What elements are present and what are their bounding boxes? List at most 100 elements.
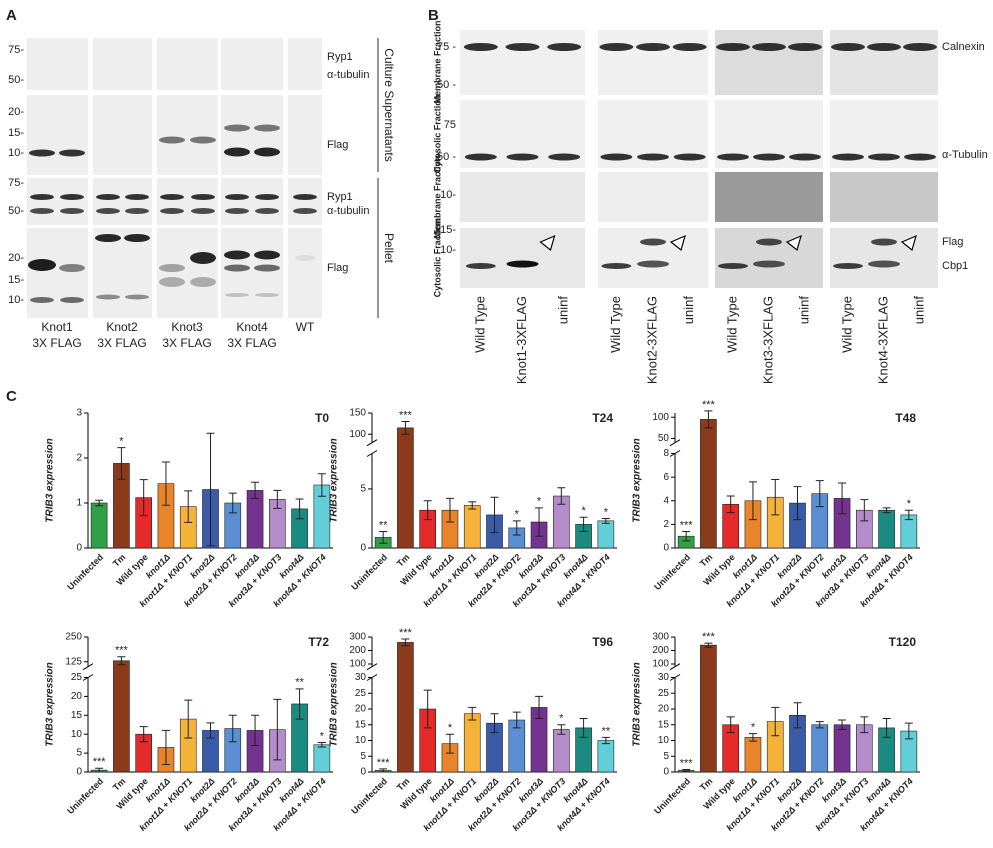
- blot-band: [637, 260, 669, 268]
- chart-title: T0: [315, 411, 329, 425]
- bar: [463, 713, 481, 773]
- blot-band: [224, 264, 250, 272]
- error-bar: [838, 719, 847, 730]
- blot-band: [255, 208, 279, 214]
- significance: *: [448, 722, 453, 734]
- bar: [744, 737, 762, 773]
- lane-label: uninf: [796, 296, 811, 325]
- chart-title: T48: [895, 411, 916, 425]
- y-tick-label: 100: [652, 659, 669, 670]
- chart-title: T24: [592, 411, 613, 425]
- error-bar: [793, 486, 802, 521]
- error-bar: [490, 496, 499, 534]
- blot-band: [60, 208, 84, 214]
- y-tick-label: 15: [658, 719, 670, 730]
- y-axis-label: TRIB3 expression: [329, 438, 340, 522]
- marker-label: 20-: [8, 106, 24, 118]
- chart-title: T120: [889, 635, 917, 649]
- blot-panel: [830, 228, 938, 288]
- blot-band: [903, 43, 937, 51]
- blot-band: [224, 147, 250, 157]
- y-tick-label: 250: [65, 632, 82, 643]
- blot-band: [190, 277, 216, 287]
- error-bar: [423, 500, 432, 521]
- y-tick-label: 0: [76, 543, 82, 554]
- blot-band: [640, 238, 666, 246]
- error-bar: [512, 711, 521, 729]
- error-bar: [251, 714, 260, 747]
- blot-band: [254, 264, 280, 272]
- error-bar: [882, 507, 891, 514]
- blot-panel: [598, 30, 708, 95]
- y-tick-label: 0: [360, 543, 366, 554]
- significance: *: [604, 506, 609, 518]
- blot-band: [547, 43, 582, 51]
- blot-panel: [288, 178, 322, 225]
- y-tick-label: 5: [360, 484, 366, 495]
- error-bar: [512, 520, 521, 536]
- error-bar: [904, 509, 913, 521]
- error-bar: [117, 656, 126, 666]
- marker-label: 50 -: [437, 79, 456, 91]
- error-bar: [161, 461, 170, 506]
- blot-panel: [221, 178, 283, 225]
- row-label: Membrane Fraction: [432, 20, 442, 103]
- lane-label: uninf: [911, 296, 926, 325]
- blot-band: [636, 43, 670, 51]
- section-label: Pellet: [382, 233, 396, 264]
- significance: ***: [680, 757, 694, 769]
- y-tick-label: 150: [349, 408, 366, 419]
- x-tick-label: Uninfected: [652, 776, 692, 816]
- significance: ***: [399, 627, 413, 639]
- marker-label: 50-: [8, 74, 24, 86]
- error-bar: [468, 501, 477, 510]
- blot-band: [255, 194, 279, 200]
- blot-band: [125, 208, 149, 214]
- x-tick-label: Tm: [395, 552, 412, 569]
- y-tick-label: 1: [76, 498, 82, 509]
- x-tick-label: Tm: [698, 776, 715, 793]
- y-tick-label: 2: [76, 453, 82, 464]
- blot-band: [254, 124, 280, 132]
- error-bar: [601, 736, 610, 745]
- marker-label: 10-: [440, 189, 456, 201]
- error-bar: [748, 481, 757, 521]
- blot-band: [868, 260, 900, 268]
- error-bar: [793, 702, 802, 729]
- arrowhead: [539, 234, 556, 252]
- y-tick-label: 200: [652, 645, 669, 656]
- y-tick-label: 300: [349, 632, 366, 643]
- band-label: Ryp1: [327, 51, 353, 63]
- error-bar: [95, 499, 104, 507]
- y-tick-label: 200: [349, 645, 366, 656]
- axis-break: [366, 450, 378, 457]
- blot-band: [159, 277, 185, 287]
- blot-panel: [93, 95, 152, 175]
- error-bar: [771, 478, 780, 516]
- significance: *: [751, 721, 756, 733]
- blot-band: [599, 43, 634, 51]
- blot-panel: [157, 228, 218, 318]
- x-tick-label: Tm: [395, 776, 412, 793]
- blot-panel: [460, 30, 585, 95]
- blot-panel: [460, 228, 585, 288]
- error-bar: [748, 733, 757, 742]
- y-tick-label: 0: [663, 543, 669, 554]
- blot-panel: [93, 228, 152, 318]
- y-tick-label: 6: [663, 472, 669, 483]
- blot-band: [190, 136, 216, 144]
- y-tick-label: 5: [663, 751, 669, 762]
- blot-band: [601, 263, 632, 269]
- blot-band: [124, 234, 150, 242]
- panel-label: C: [6, 388, 17, 405]
- blot-band: [29, 149, 55, 157]
- error-bar: [401, 420, 410, 435]
- blot-band: [463, 43, 498, 51]
- lane-label: Knot3-3XFLAG: [760, 296, 775, 384]
- blot-band: [95, 234, 121, 242]
- band-label: α-tubulin: [327, 205, 369, 217]
- error-bar: [139, 479, 148, 517]
- blot-band: [718, 263, 748, 269]
- error-bar: [95, 767, 104, 773]
- blot-band: [30, 208, 54, 214]
